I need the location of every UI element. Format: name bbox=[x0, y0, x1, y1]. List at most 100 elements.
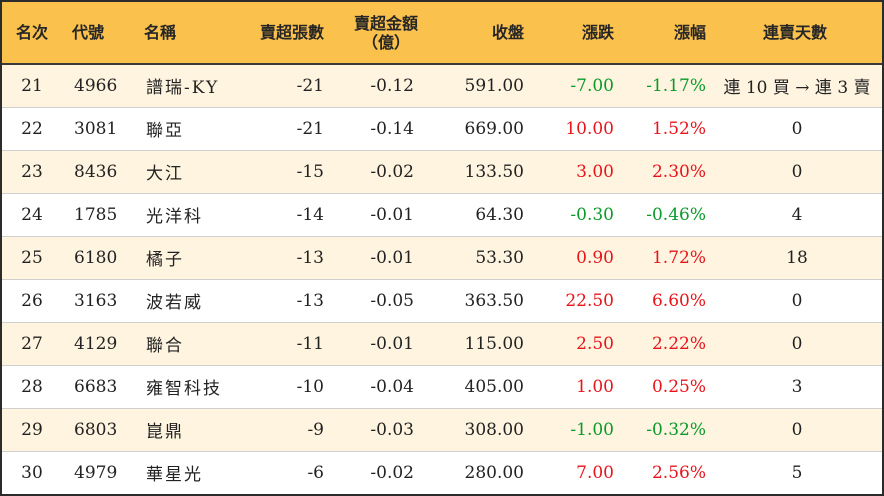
cell-net-sell-lots: -13 bbox=[296, 290, 324, 311]
cell-net-sell-lots: -10 bbox=[296, 376, 324, 397]
header-net-sell-amount-line2: （億） bbox=[361, 32, 410, 52]
cell-rank: 22 bbox=[21, 118, 43, 139]
table-row: 21 4966 譜瑞-KY -21 -0.12 591.00 -7.00 -1.… bbox=[2, 64, 882, 107]
cell-code: 4129 bbox=[74, 333, 118, 354]
table-row: 29 6803 崑鼎 -9 -0.03 308.00 -1.00 -0.32% … bbox=[2, 408, 882, 451]
cell-net-sell-amount: -0.02 bbox=[370, 161, 414, 182]
header-change: 漲跌 bbox=[526, 2, 618, 65]
cell-streak: 0 bbox=[791, 161, 803, 182]
cell-change-pct: 1.72% bbox=[651, 247, 706, 268]
cell-name: 雍智科技 bbox=[146, 379, 222, 399]
cell-change-pct: -0.32% bbox=[646, 419, 706, 440]
cell-streak: 0 bbox=[791, 290, 803, 311]
header-net-sell-lots: 賣超張數 bbox=[214, 2, 326, 65]
cell-change: 1.00 bbox=[576, 376, 614, 397]
cell-net-sell-lots: -15 bbox=[296, 161, 324, 182]
cell-name: 大江 bbox=[146, 164, 184, 184]
cell-change-pct: 2.22% bbox=[651, 333, 706, 354]
cell-net-sell-amount: -0.14 bbox=[370, 118, 414, 139]
cell-close: 53.30 bbox=[475, 247, 524, 268]
header-row: 名次 代號 名稱 賣超張數 賣超金額 （億） 收盤 漲跌 漲幅 連賣天數 bbox=[2, 2, 882, 65]
header-streak: 連賣天數 bbox=[708, 2, 882, 65]
cell-close: 115.00 bbox=[464, 333, 524, 354]
cell-close: 280.00 bbox=[464, 462, 524, 483]
cell-net-sell-amount: -0.02 bbox=[370, 462, 414, 483]
cell-close: 669.00 bbox=[464, 118, 524, 139]
cell-code: 1785 bbox=[74, 204, 118, 225]
cell-net-sell-lots: -6 bbox=[307, 462, 324, 483]
table-row: 24 1785 光洋科 -14 -0.01 64.30 -0.30 -0.46%… bbox=[2, 193, 882, 236]
cell-rank: 29 bbox=[21, 419, 43, 440]
cell-net-sell-lots: -14 bbox=[296, 204, 324, 225]
cell-net-sell-lots: -11 bbox=[296, 333, 324, 354]
cell-streak: 18 bbox=[786, 247, 808, 268]
cell-rank: 23 bbox=[21, 161, 43, 182]
table-row: 25 6180 橘子 -13 -0.01 53.30 0.90 1.72% 18 bbox=[2, 236, 882, 279]
header-net-sell-amount: 賣超金額 （億） bbox=[326, 2, 430, 65]
cell-streak: 連 10 買 → 連 3 賣 bbox=[723, 78, 871, 99]
cell-rank: 26 bbox=[21, 290, 43, 311]
cell-change: 0.90 bbox=[576, 247, 614, 268]
cell-change: 2.50 bbox=[576, 333, 614, 354]
cell-name: 橘子 bbox=[146, 250, 184, 270]
cell-code: 3163 bbox=[74, 290, 118, 311]
cell-change-pct: 0.25% bbox=[651, 376, 706, 397]
cell-streak: 0 bbox=[791, 333, 803, 354]
cell-net-sell-lots: -21 bbox=[296, 75, 324, 96]
cell-net-sell-amount: -0.12 bbox=[370, 75, 414, 96]
cell-change: 3.00 bbox=[576, 161, 614, 182]
header-rank: 名次 bbox=[2, 2, 56, 65]
cell-change-pct: -0.46% bbox=[646, 204, 706, 225]
cell-streak: 0 bbox=[791, 118, 803, 139]
cell-name: 譜瑞-KY bbox=[146, 78, 220, 99]
cell-code: 4966 bbox=[74, 75, 118, 96]
cell-streak: 3 bbox=[791, 376, 803, 397]
cell-rank: 27 bbox=[21, 333, 43, 354]
cell-close: 591.00 bbox=[464, 75, 524, 96]
cell-code: 8436 bbox=[74, 161, 118, 182]
header-change-pct: 漲幅 bbox=[618, 2, 708, 65]
cell-streak: 0 bbox=[791, 419, 803, 440]
cell-name: 崑鼎 bbox=[146, 422, 184, 442]
cell-close: 363.50 bbox=[464, 290, 524, 311]
cell-change-pct: -1.17% bbox=[646, 75, 706, 96]
cell-name: 波若威 bbox=[146, 293, 203, 313]
cell-name: 聯合 bbox=[146, 336, 184, 356]
cell-streak: 5 bbox=[791, 462, 803, 483]
cell-net-sell-amount: -0.05 bbox=[370, 290, 414, 311]
cell-close: 64.30 bbox=[475, 204, 524, 225]
cell-close: 308.00 bbox=[464, 419, 524, 440]
cell-change-pct: 2.56% bbox=[651, 462, 706, 483]
cell-net-sell-amount: -0.01 bbox=[370, 333, 414, 354]
cell-change-pct: 2.30% bbox=[651, 161, 706, 182]
cell-rank: 24 bbox=[21, 204, 43, 225]
table-body: 21 4966 譜瑞-KY -21 -0.12 591.00 -7.00 -1.… bbox=[2, 64, 882, 494]
cell-close: 405.00 bbox=[464, 376, 524, 397]
table-row: 28 6683 雍智科技 -10 -0.04 405.00 1.00 0.25%… bbox=[2, 365, 882, 408]
table-row: 23 8436 大江 -15 -0.02 133.50 3.00 2.30% 0 bbox=[2, 150, 882, 193]
cell-rank: 25 bbox=[21, 247, 43, 268]
cell-change-pct: 1.52% bbox=[651, 118, 706, 139]
table-row: 22 3081 聯亞 -21 -0.14 669.00 10.00 1.52% … bbox=[2, 107, 882, 150]
table-row: 30 4979 華星光 -6 -0.02 280.00 7.00 2.56% 5 bbox=[2, 451, 882, 494]
table-header: 名次 代號 名稱 賣超張數 賣超金額 （億） 收盤 漲跌 漲幅 連賣天數 bbox=[2, 2, 882, 65]
cell-streak: 4 bbox=[791, 204, 803, 225]
table-row: 27 4129 聯合 -11 -0.01 115.00 2.50 2.22% 0 bbox=[2, 322, 882, 365]
cell-code: 3081 bbox=[74, 118, 118, 139]
header-close: 收盤 bbox=[430, 2, 526, 65]
cell-code: 6683 bbox=[74, 376, 118, 397]
cell-net-sell-lots: -13 bbox=[296, 247, 324, 268]
cell-change: -7.00 bbox=[570, 75, 614, 96]
table-row: 26 3163 波若威 -13 -0.05 363.50 22.50 6.60%… bbox=[2, 279, 882, 322]
cell-net-sell-amount: -0.04 bbox=[370, 376, 414, 397]
header-code: 代號 bbox=[56, 2, 122, 65]
cell-close: 133.50 bbox=[464, 161, 524, 182]
header-name: 名稱 bbox=[122, 2, 214, 65]
cell-change: -0.30 bbox=[570, 204, 614, 225]
cell-name: 聯亞 bbox=[146, 121, 184, 141]
cell-code: 6180 bbox=[74, 247, 118, 268]
cell-change: 22.50 bbox=[565, 290, 614, 311]
cell-code: 6803 bbox=[74, 419, 118, 440]
